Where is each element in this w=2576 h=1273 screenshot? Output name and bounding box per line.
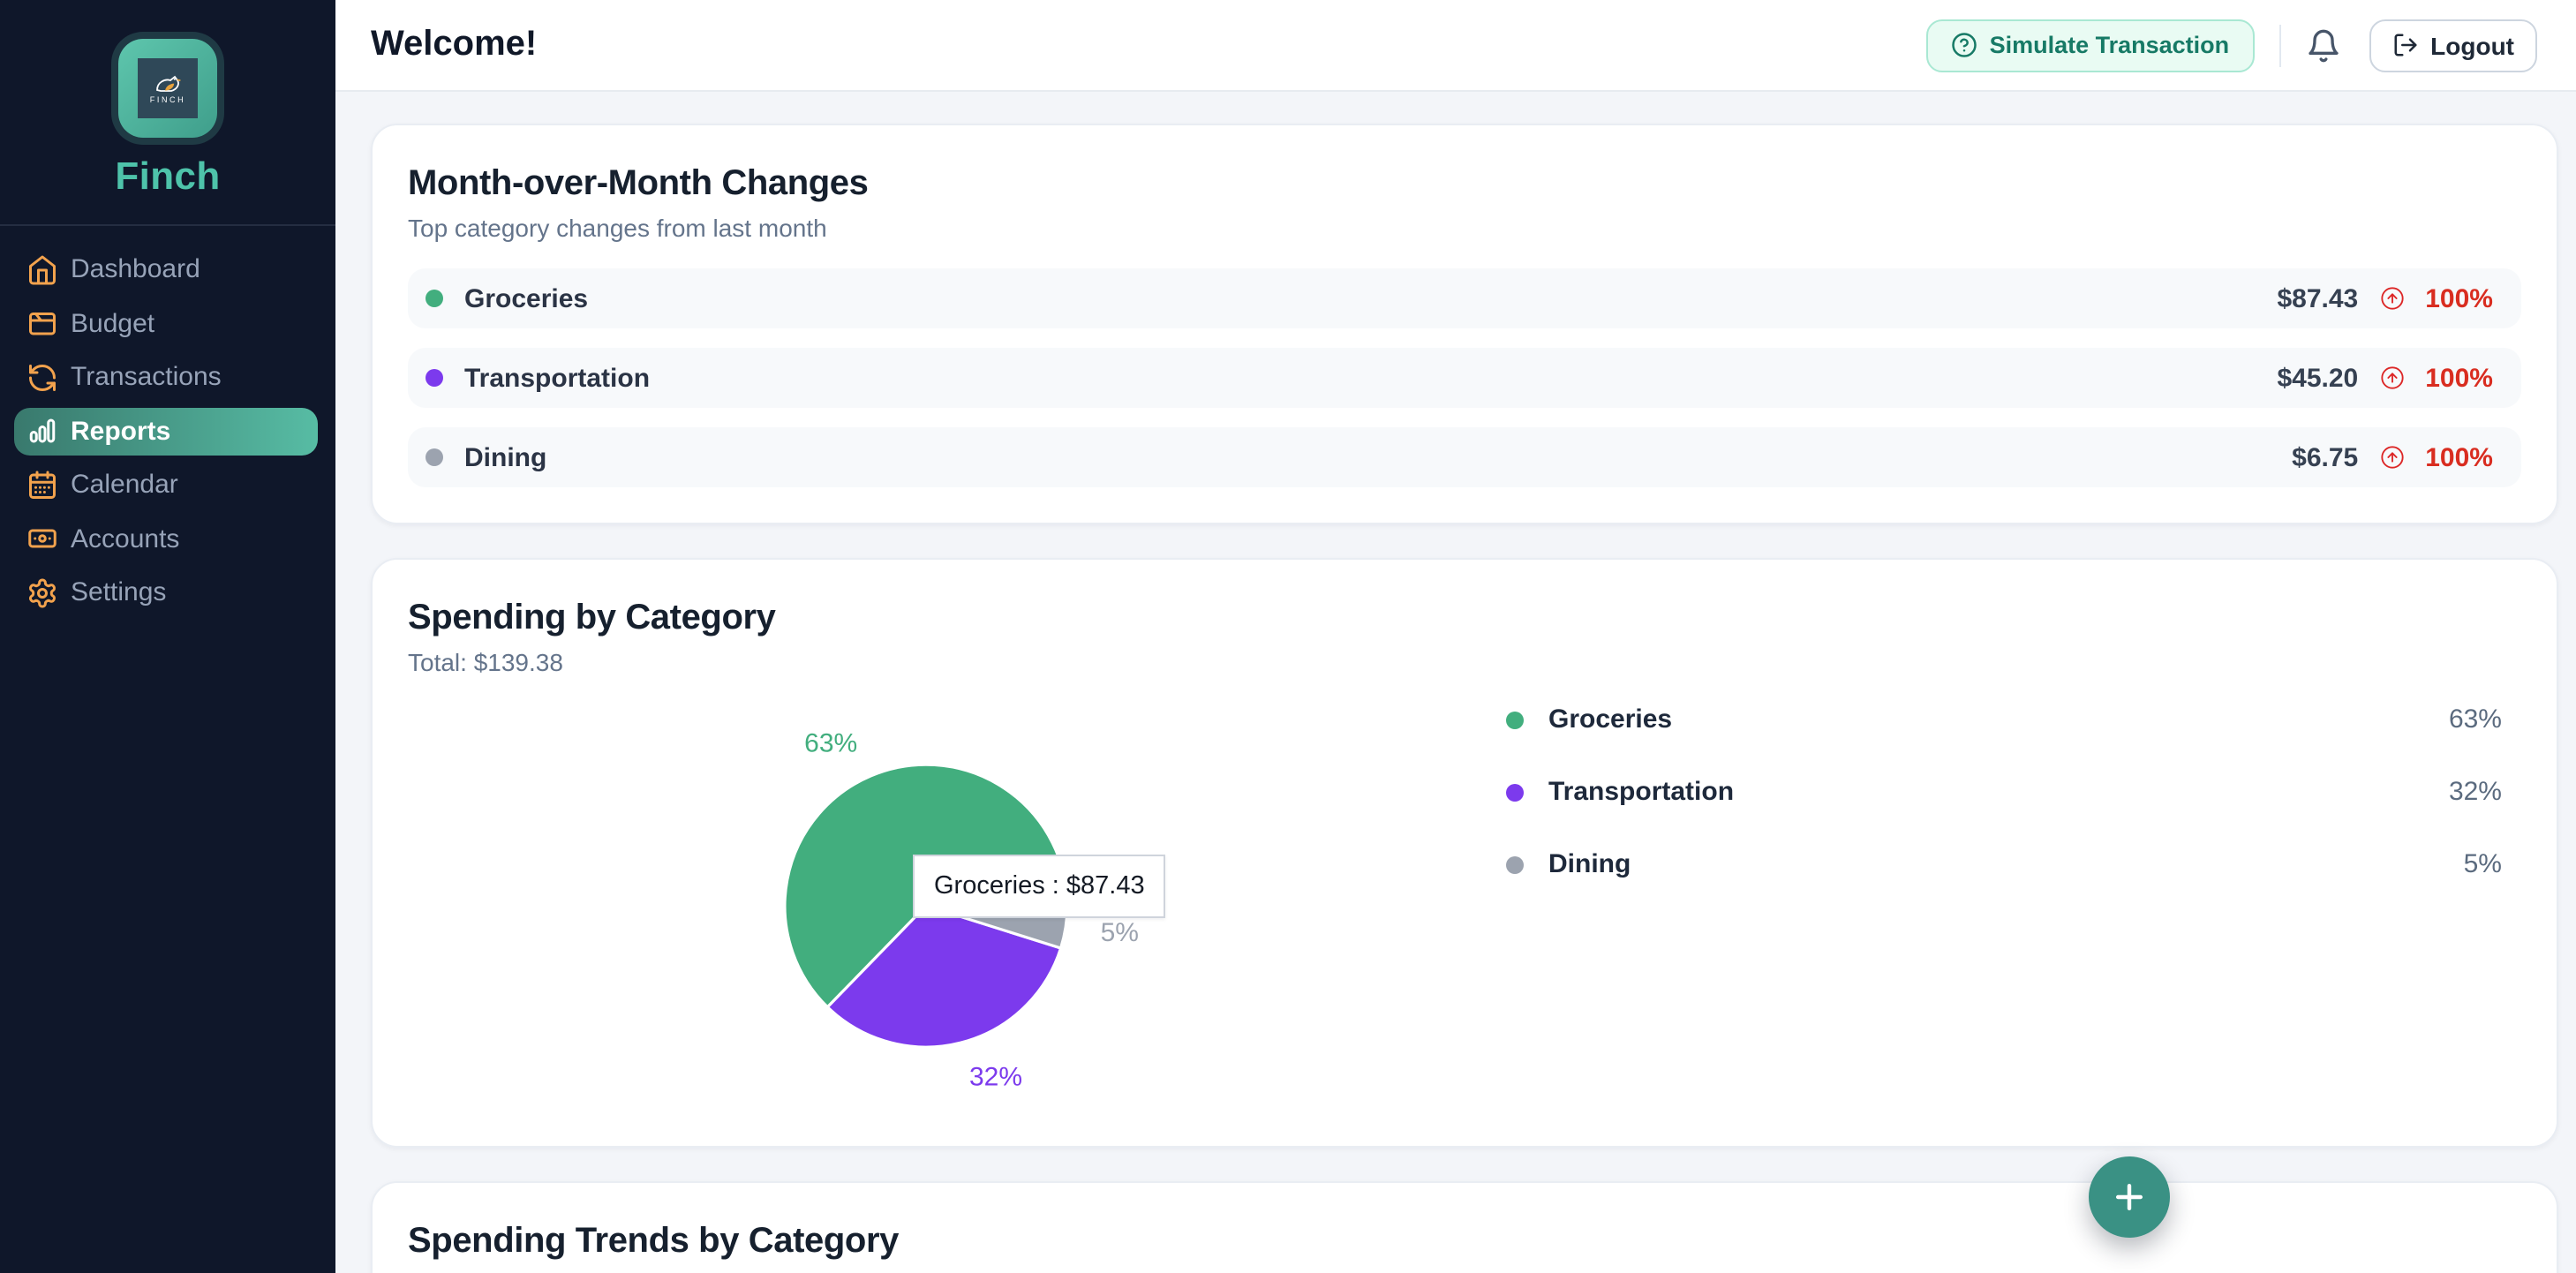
simulate-transaction-button[interactable]: Simulate Transaction [1925,19,2255,72]
category-change-percent: 100% [2425,442,2493,472]
legend-label: Groceries [1548,704,1673,734]
legend-item-transportation: Transportation 32% [1506,756,2502,828]
sidebar-item-label: Dashboard [71,254,200,284]
legend-dot [1506,783,1524,801]
sidebar-nav: Dashboard Budget Transactions Reports Ca… [0,245,335,616]
sidebar-item-label: Calendar [71,470,178,500]
finch-logo-inner: FINCH [138,58,198,118]
bar-chart-icon [29,418,56,443]
category-change-percent: 100% [2425,363,2493,393]
sidebar-item-reports[interactable]: Reports [14,407,318,455]
category-dot [426,448,443,466]
mom-row-groceries: Groceries $87.43 100% [408,268,2521,328]
plus-icon [2115,1183,2143,1211]
legend-item-dining: Dining 5% [1506,828,2502,900]
category-amount: $6.75 [2292,442,2359,472]
category-label: Groceries [464,283,589,313]
sidebar-item-label: Budget [71,308,155,338]
mom-row-dining: Dining $6.75 100% [408,427,2521,487]
simulate-transaction-label: Simulate Transaction [1989,32,2230,58]
spending-card-title: Spending by Category [408,599,776,637]
legend-dot [1506,711,1524,728]
sidebar-item-budget[interactable]: Budget [14,299,318,347]
sidebar-item-label: Settings [71,577,167,607]
legend-label: Dining [1548,849,1631,879]
chart-tooltip: Groceries : $87.43 [913,855,1166,918]
sidebar-divider [0,224,335,226]
category-amount: $87.43 [2277,283,2359,313]
logout-label: Logout [2430,31,2514,59]
legend-label: Transportation [1548,777,1735,807]
banknote-icon [28,529,56,548]
app-name: Finch [115,154,221,198]
trends-card-title: Spending Trends by Category [408,1222,899,1261]
pie-legend: Groceries 63% Transportation 32% Dining … [1506,683,2502,900]
sidebar-item-calendar[interactable]: Calendar [14,461,318,508]
sidebar-item-label: Accounts [71,524,180,554]
category-dot [426,290,443,307]
spending-by-category-card: Spending by Category Total: $139.38 63% 3… [371,558,2558,1148]
logo-wordmark: FINCH [149,95,186,104]
legend-value: 32% [2448,777,2502,807]
spending-trends-card: Spending Trends by Category Click catego… [371,1181,2558,1273]
category-dot [426,369,443,387]
trends-card-subtitle: Click categories to add/remove from char… [408,1271,2521,1273]
main-content: Month-over-Month Changes Top category ch… [335,92,2576,1273]
category-amount: $45.20 [2277,363,2359,393]
arrow-up-circle-icon [2379,365,2404,390]
logout-button[interactable]: Logout [2369,19,2537,72]
help-circle-icon [1951,33,1977,57]
home-icon [29,254,56,284]
notification-bell-icon[interactable] [2305,27,2340,63]
legend-dot [1506,855,1524,873]
pie-percent-label: 63% [804,728,857,757]
add-button[interactable] [2089,1156,2170,1238]
legend-item-groceries: Groceries 63% [1506,683,2502,756]
finch-logo: FINCH [118,39,217,138]
pie-percent-label: 5% [1101,918,1139,947]
category-label: Transportation [464,363,651,393]
refresh-icon [29,364,56,390]
sidebar: FINCH Finch Dashboard Budget Transaction… [0,0,335,1273]
mom-card-subtitle: Top category changes from last month [408,214,827,242]
mom-row-transportation: Transportation $45.20 100% [408,348,2521,408]
mom-card-title: Month-over-Month Changes [408,164,869,203]
logout-icon [2393,34,2416,56]
category-label: Dining [464,442,547,472]
calendar-icon [29,470,56,498]
category-change-percent: 100% [2425,283,2493,313]
month-over-month-card: Month-over-Month Changes Top category ch… [371,124,2558,524]
sidebar-item-label: Transactions [71,362,222,392]
bird-icon [156,75,181,92]
gear-icon [29,577,56,607]
header: Welcome! Simulate Transaction Logout [335,0,2576,92]
sidebar-item-settings[interactable]: Settings [14,569,318,616]
sidebar-item-label: Reports [71,416,171,446]
sidebar-item-dashboard[interactable]: Dashboard [14,245,318,293]
spending-card-total: Total: $139.38 [408,648,563,676]
legend-value: 5% [2463,849,2502,879]
wallet-icon [29,313,56,335]
pie-percent-label: 32% [969,1062,1022,1091]
sidebar-item-transactions[interactable]: Transactions [14,353,318,401]
arrow-up-circle-icon [2379,445,2404,470]
arrow-up-circle-icon [2379,286,2404,311]
legend-value: 63% [2448,704,2502,734]
pie-slice-transportation[interactable] [825,904,1063,1049]
page-title: Welcome! [371,25,538,64]
sidebar-item-accounts[interactable]: Accounts [14,515,318,562]
header-divider [2278,24,2281,66]
